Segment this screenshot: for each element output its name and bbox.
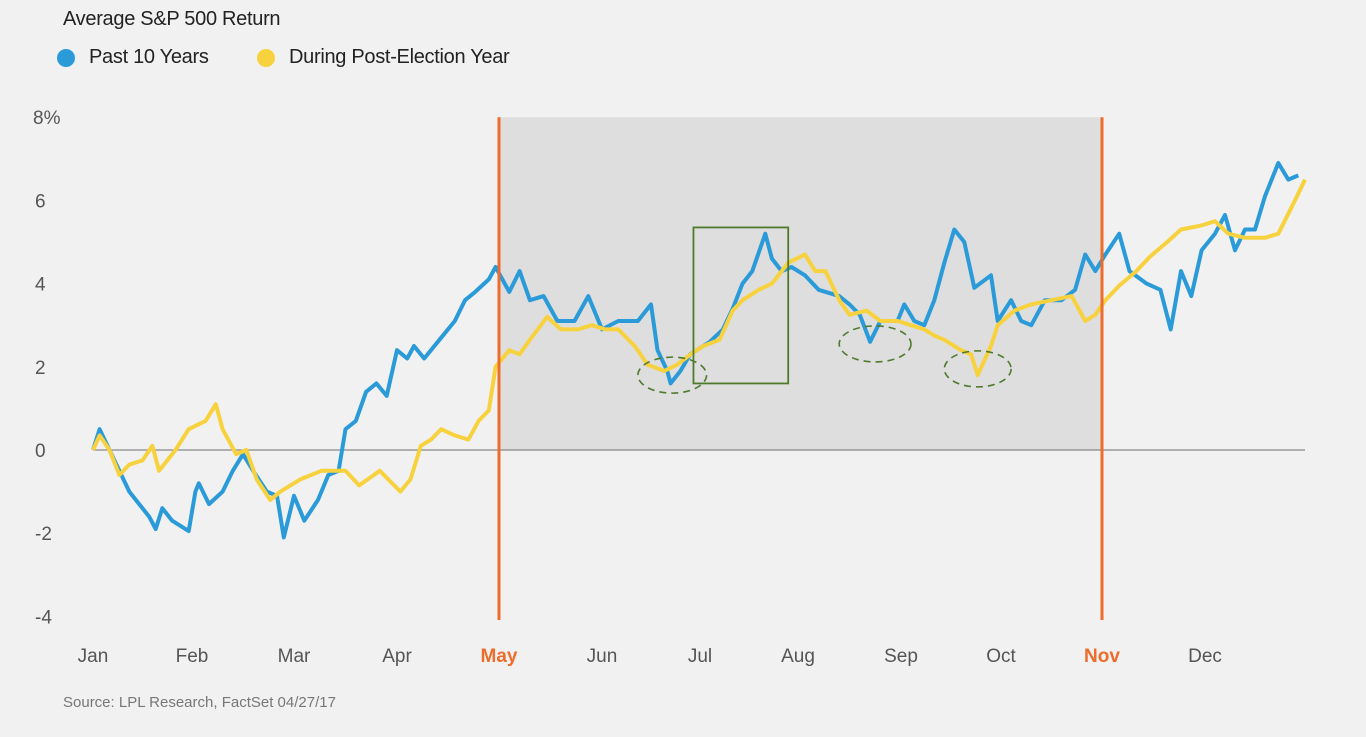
x-tick-label: Oct [986,646,1016,667]
y-tick-label: 2 [35,358,46,379]
series-line-post-election-year [91,178,1307,502]
series-line-past-10-years [91,161,1300,540]
x-tick-label: Mar [278,646,311,667]
legend-item-past-10-years: Past 10 Years [57,46,209,69]
legend-dot-icon [257,48,275,67]
x-tick-label: Jun [587,646,618,667]
y-tick-label: 8% [33,108,61,129]
annotation-ellipse [943,350,1012,388]
annotation-box [692,226,790,385]
shaded-period [499,117,1102,450]
x-tick-label: Jan [78,646,109,667]
x-tick-label: Jul [688,646,712,667]
x-tick-label: May [481,646,518,667]
chart-title: Average S&P 500 Return [63,8,281,30]
x-tick-label: Aug [781,646,815,667]
y-tick-label: -2 [35,524,52,545]
legend-item-post-election-year: During Post-Election Year [257,46,510,69]
x-tick-label: Dec [1188,646,1222,667]
y-tick-label: 6 [35,191,46,212]
y-tick-label: 0 [35,441,46,462]
annotation-ellipse [637,356,708,394]
x-tick-label: Sep [884,646,918,667]
x-tick-label: Nov [1084,646,1120,667]
source-note: Source: LPL Research, FactSet 04/27/17 [63,694,336,711]
x-tick-label: Feb [176,646,209,667]
legend-dot-icon [57,48,75,67]
legend-label: During Post-Election Year [289,46,510,68]
annotation-ellipse [838,325,912,363]
legend-label: Past 10 Years [89,46,209,68]
y-tick-label: 4 [35,275,46,296]
y-tick-label: -4 [35,607,52,628]
x-tick-label: Apr [382,646,412,667]
